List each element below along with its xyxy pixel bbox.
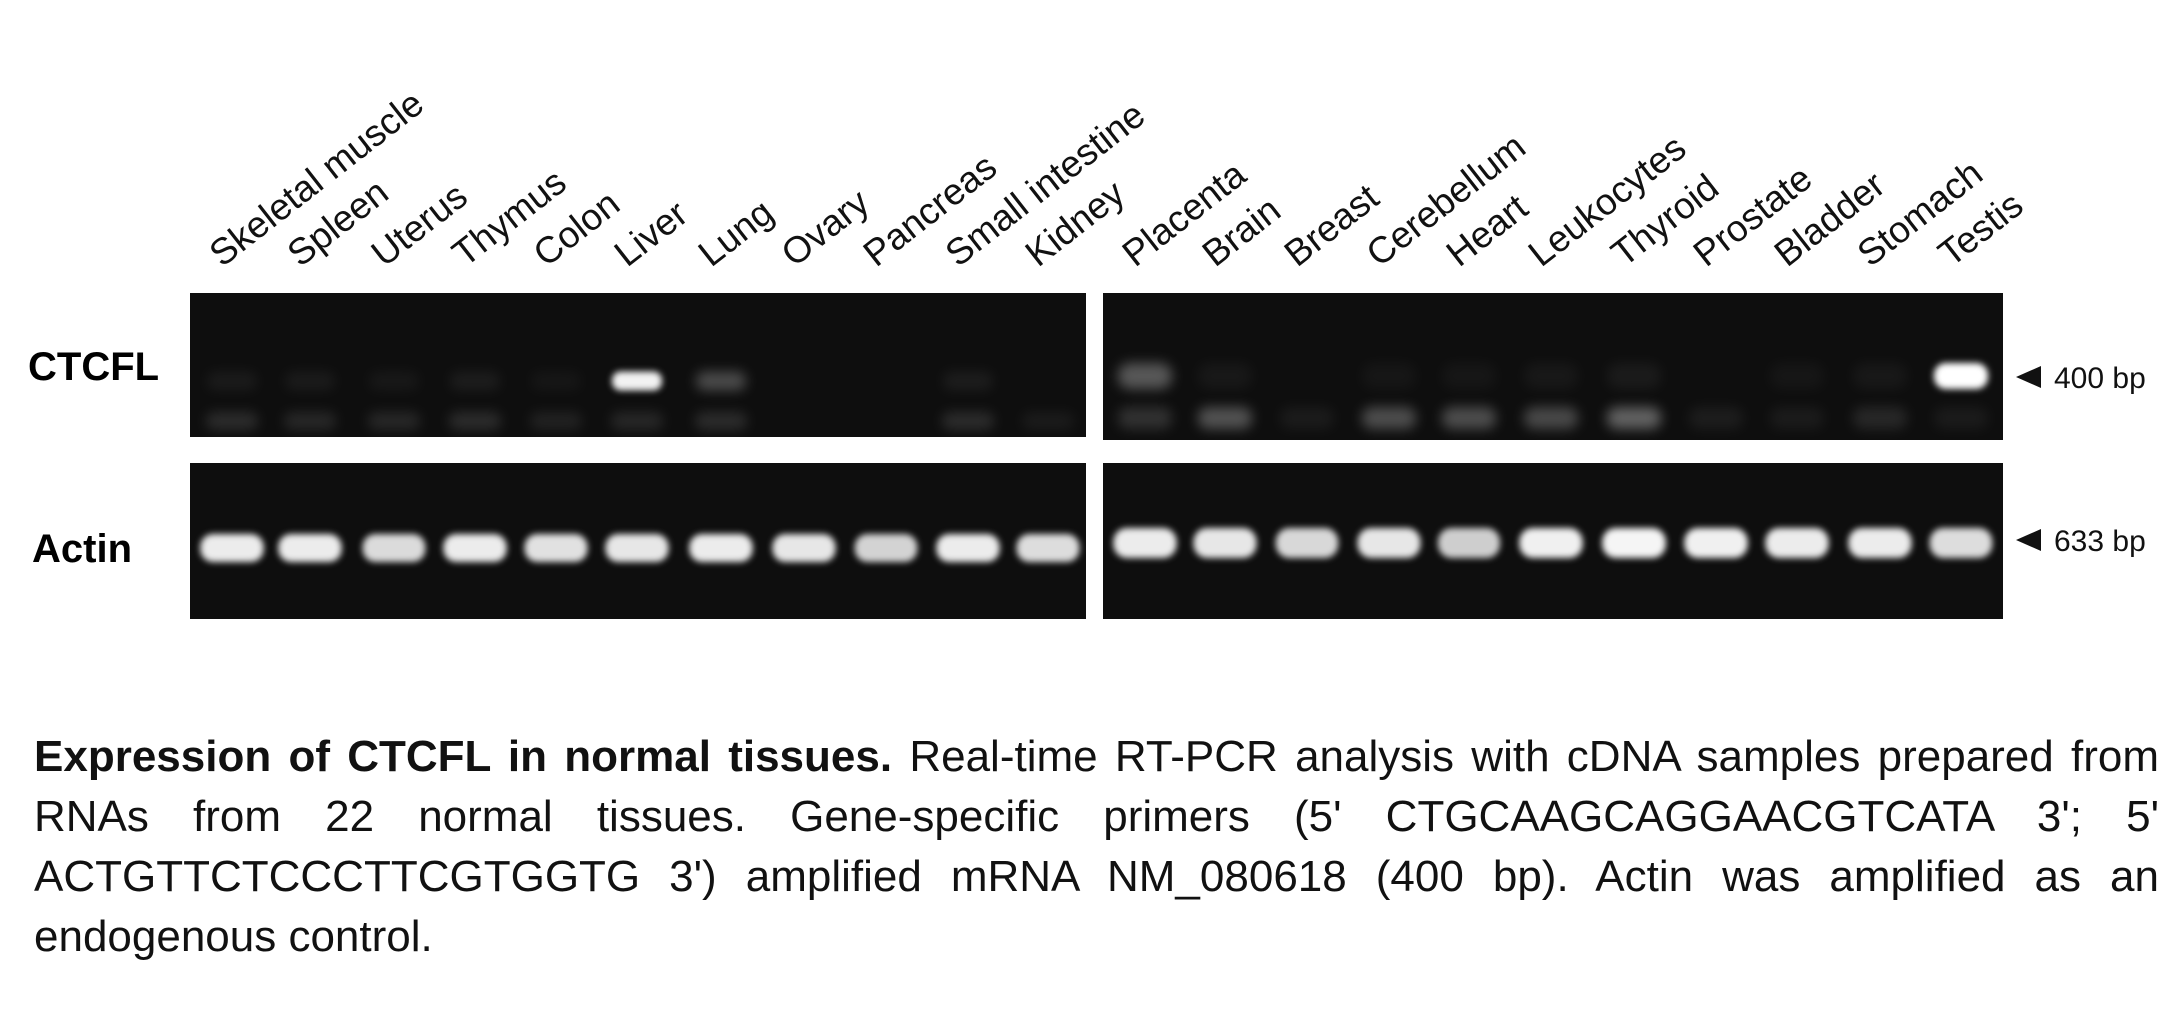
gel-figure: Skeletal muscle Spleen Uterus Thymus Colon Li… <box>28 82 2146 619</box>
arrow-left-icon <box>2016 529 2041 551</box>
band-actin-prostate <box>1684 528 1748 558</box>
band-ctcfl-spleen <box>285 371 335 391</box>
band-actin-uterus <box>362 534 426 562</box>
lane-label-liver: Liver <box>607 193 695 275</box>
band-actin-leukocytes <box>1519 528 1583 558</box>
lane-label-ovary: Ovary <box>774 181 877 274</box>
band-ctcfl-low-leukocytes <box>1524 407 1578 429</box>
band-ctcfl-low-prostate <box>1689 407 1743 429</box>
band-ctcfl-leukocytes <box>1524 363 1578 389</box>
band-ctcfl-low-skeletal-muscle <box>206 412 258 430</box>
band-actin-stomach <box>1848 528 1912 558</box>
band-ctcfl-low-spleen <box>284 412 336 430</box>
row-label-actin: Actin <box>32 527 132 571</box>
band-ctcfl-low-placenta <box>1118 407 1172 429</box>
band-actin-colon <box>524 534 588 562</box>
band-actin-cerebellum <box>1357 528 1421 558</box>
figure-caption: Expression of CTCFL in normal tissues. R… <box>34 727 2159 967</box>
band-ctcfl-thymus <box>450 371 500 391</box>
band-ctcfl-testis <box>1934 363 1988 389</box>
band-ctcfl-low-testis <box>1934 407 1988 429</box>
band-ctcfl-heart <box>1442 363 1496 389</box>
band-actin-skeletal-muscle <box>200 534 264 562</box>
row-label-ctcfl: CTCFL <box>28 345 159 389</box>
band-ctcfl-low-colon <box>530 412 582 430</box>
band-ctcfl-low-breast <box>1280 407 1334 429</box>
band-actin-breast <box>1275 528 1339 558</box>
lane-label-breast: Breast <box>1277 176 1387 275</box>
gel-image: Skeletal muscleSpleenUterusThymusColonLi… <box>28 82 2146 619</box>
band-ctcfl-low-cerebellum <box>1362 407 1416 429</box>
caption-title: Expression of CTCFL in normal tissues. <box>34 732 893 781</box>
band-ctcfl-low-uterus <box>368 412 420 430</box>
band-actin-thyroid <box>1602 528 1666 558</box>
band-actin-thymus <box>443 534 507 562</box>
band-actin-testis <box>1929 528 1993 558</box>
band-actin-heart <box>1438 528 1500 558</box>
band-actin-pancreas <box>854 534 918 562</box>
band-actin-lung <box>689 534 753 562</box>
band-ctcfl-thyroid <box>1607 363 1661 389</box>
band-ctcfl-low-thyroid <box>1607 407 1661 429</box>
band-ctcfl-low-kidney <box>1022 412 1074 430</box>
band-ctcfl-lung <box>696 371 746 391</box>
marker-633bp: 633 bp <box>2016 525 2146 558</box>
band-actin-brain <box>1193 528 1257 558</box>
band-ctcfl-low-stomach <box>1853 407 1907 429</box>
lane-label-lung: Lung <box>691 191 781 274</box>
band-ctcfl-low-liver <box>611 412 663 430</box>
band-ctcfl-skeletal-muscle <box>207 371 257 391</box>
band-ctcfl-stomach <box>1853 363 1907 389</box>
band-actin-placenta <box>1113 528 1177 558</box>
lane-labels: Skeletal muscleSpleenUterusThymusColonLi… <box>202 82 2031 274</box>
band-ctcfl-small-intestine <box>943 371 993 391</box>
band-actin-kidney <box>1016 534 1080 562</box>
band-ctcfl-uterus <box>369 371 419 391</box>
gel-bands <box>200 363 1993 562</box>
band-actin-small-intestine <box>936 534 1000 562</box>
marker-label-633bp: 633 bp <box>2054 525 2146 558</box>
band-actin-spleen <box>278 534 342 562</box>
band-actin-bladder <box>1765 528 1829 558</box>
band-ctcfl-low-bladder <box>1770 407 1824 429</box>
band-ctcfl-low-thymus <box>449 412 501 430</box>
band-ctcfl-placenta <box>1118 363 1172 389</box>
marker-label-400bp: 400 bp <box>2054 362 2146 395</box>
band-ctcfl-cerebellum <box>1362 363 1416 389</box>
band-ctcfl-low-heart <box>1442 407 1496 429</box>
band-ctcfl-bladder <box>1770 363 1824 389</box>
caption-body: Real-time RT-PCR analysis with cDNA samp… <box>34 732 2160 961</box>
arrow-left-icon <box>2016 366 2041 388</box>
band-ctcfl-brain <box>1198 363 1252 389</box>
band-ctcfl-liver <box>612 371 662 391</box>
band-ctcfl-low-small-intestine <box>942 412 994 430</box>
marker-400bp: 400 bp <box>2016 362 2146 395</box>
band-ctcfl-low-lung <box>695 412 747 430</box>
band-ctcfl-low-brain <box>1198 407 1252 429</box>
band-ctcfl-colon <box>531 372 581 391</box>
band-actin-liver <box>605 534 669 562</box>
band-actin-ovary <box>772 534 836 562</box>
